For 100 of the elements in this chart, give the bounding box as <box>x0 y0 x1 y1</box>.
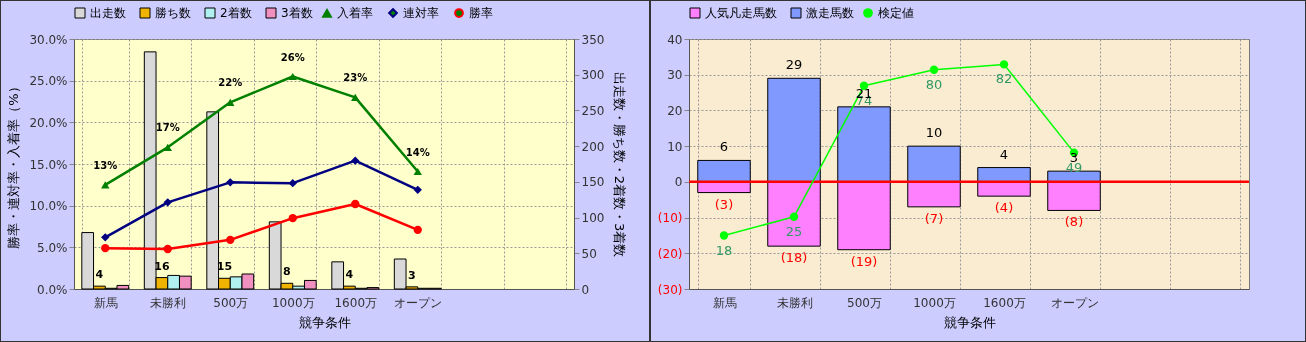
y-tick-label: 0 <box>674 175 683 190</box>
y-axis-title: 勝率・連対率・入着率（%） <box>6 80 22 249</box>
data-label: 17% <box>155 122 180 134</box>
point <box>226 178 235 187</box>
legend-label: 激走馬数 <box>806 6 854 20</box>
y2-tick-label: 100 <box>581 211 605 226</box>
data-label: 80 <box>925 76 943 92</box>
bar <box>907 145 961 183</box>
y2-tick-label: 0 <box>581 282 590 297</box>
bar <box>697 159 751 183</box>
point <box>351 199 360 209</box>
y-tick-label: 0.0% <box>37 282 68 297</box>
bar <box>767 181 821 247</box>
point <box>163 244 172 254</box>
y2-axis-title: 出走数・勝ち数・2着数・3着数 <box>612 71 628 258</box>
point <box>789 212 799 221</box>
point <box>226 235 235 245</box>
point <box>163 143 172 151</box>
point <box>226 98 235 106</box>
data-label: 16 <box>154 259 170 273</box>
point <box>288 213 297 223</box>
x-tick-label: 未勝利 <box>150 295 187 310</box>
point <box>101 243 110 253</box>
legend-label: 勝ち数 <box>155 6 191 20</box>
x-tick-label: 500万 <box>213 295 249 310</box>
y2-tick-label: 350 <box>581 32 605 47</box>
data-label: 10 <box>925 125 943 141</box>
data-label: 82 <box>995 71 1013 87</box>
point <box>101 233 110 242</box>
data-label: 23% <box>343 72 368 84</box>
bar <box>1047 181 1101 211</box>
x-tick-label: 500万 <box>847 295 882 310</box>
point <box>288 178 297 188</box>
data-label: (7) <box>924 210 944 226</box>
point <box>413 167 422 176</box>
y-tick-label: 30.0% <box>29 32 68 47</box>
point <box>163 198 172 207</box>
y-tick-label: 10.0% <box>29 199 68 214</box>
y-tick-label: 10 <box>667 139 683 154</box>
data-label: 4 <box>95 268 104 282</box>
data-label: (3) <box>714 196 734 212</box>
x-tick-label: 1000万 <box>913 295 956 310</box>
data-label: (8) <box>1064 214 1084 230</box>
y2-tick-label: 300 <box>581 68 605 83</box>
x-tick-label: オープン <box>1050 295 1099 310</box>
legend-label: 3着数 <box>281 6 313 20</box>
point <box>413 185 422 195</box>
y-tick-label: 15.0% <box>29 157 68 172</box>
bar <box>767 77 821 183</box>
y-tick-label: 30 <box>667 68 683 83</box>
data-label: 18 <box>715 242 733 258</box>
data-label: 6 <box>719 139 729 155</box>
x-axis-title: 競争条件 <box>298 314 351 330</box>
data-label: 4 <box>999 146 1009 162</box>
y2-tick-label: 150 <box>581 175 605 190</box>
legend-label: 出走数 <box>90 6 126 20</box>
point <box>719 231 729 240</box>
point <box>413 225 422 235</box>
x-tick-label: 1600万 <box>983 295 1026 310</box>
data-label: 13% <box>93 159 118 171</box>
data-label: 22% <box>218 77 243 89</box>
y-tick-label: 40 <box>667 32 683 47</box>
legend-label: 入着率 <box>337 6 373 21</box>
x-tick-label: オープン <box>394 295 443 310</box>
legend-label: 勝率 <box>469 6 493 21</box>
x-axis-title: 競争条件 <box>943 314 996 330</box>
point <box>999 60 1009 69</box>
bar <box>907 181 961 208</box>
x-tick-label: 新馬 <box>712 295 737 310</box>
legend-label: 検定値 <box>878 6 914 20</box>
data-label: 8 <box>283 265 291 279</box>
data-label: (4) <box>994 200 1014 216</box>
y-tick-label: 5.0% <box>37 240 68 255</box>
y-tick-label: (10) <box>657 211 683 226</box>
point <box>351 156 360 165</box>
legend-label: 2着数 <box>220 6 252 20</box>
bar <box>837 106 891 183</box>
bar <box>977 167 1031 183</box>
bar <box>1047 170 1101 183</box>
legend-label: 人気凡走馬数 <box>705 6 777 20</box>
bar <box>837 181 891 251</box>
data-label: 4 <box>345 268 354 282</box>
x-tick-label: 1000万 <box>271 295 315 310</box>
y2-tick-label: 250 <box>581 103 605 118</box>
data-label: (19) <box>850 253 878 269</box>
point <box>288 72 297 81</box>
data-label: 3 <box>408 268 416 282</box>
y-tick-label: 20.0% <box>29 115 68 130</box>
data-label: (18) <box>780 250 808 266</box>
data-label: 25 <box>785 223 803 239</box>
x-tick-label: 1600万 <box>334 295 378 310</box>
y-tick-label: 25.0% <box>29 74 68 89</box>
y2-tick-label: 50 <box>581 246 597 261</box>
data-label: 14% <box>405 146 430 158</box>
point <box>351 93 360 101</box>
point <box>929 65 939 74</box>
legend-label: 連対率 <box>403 6 439 21</box>
y-tick-label: 20 <box>667 103 683 118</box>
y-tick-label: (30) <box>657 282 683 297</box>
bar <box>977 181 1031 197</box>
